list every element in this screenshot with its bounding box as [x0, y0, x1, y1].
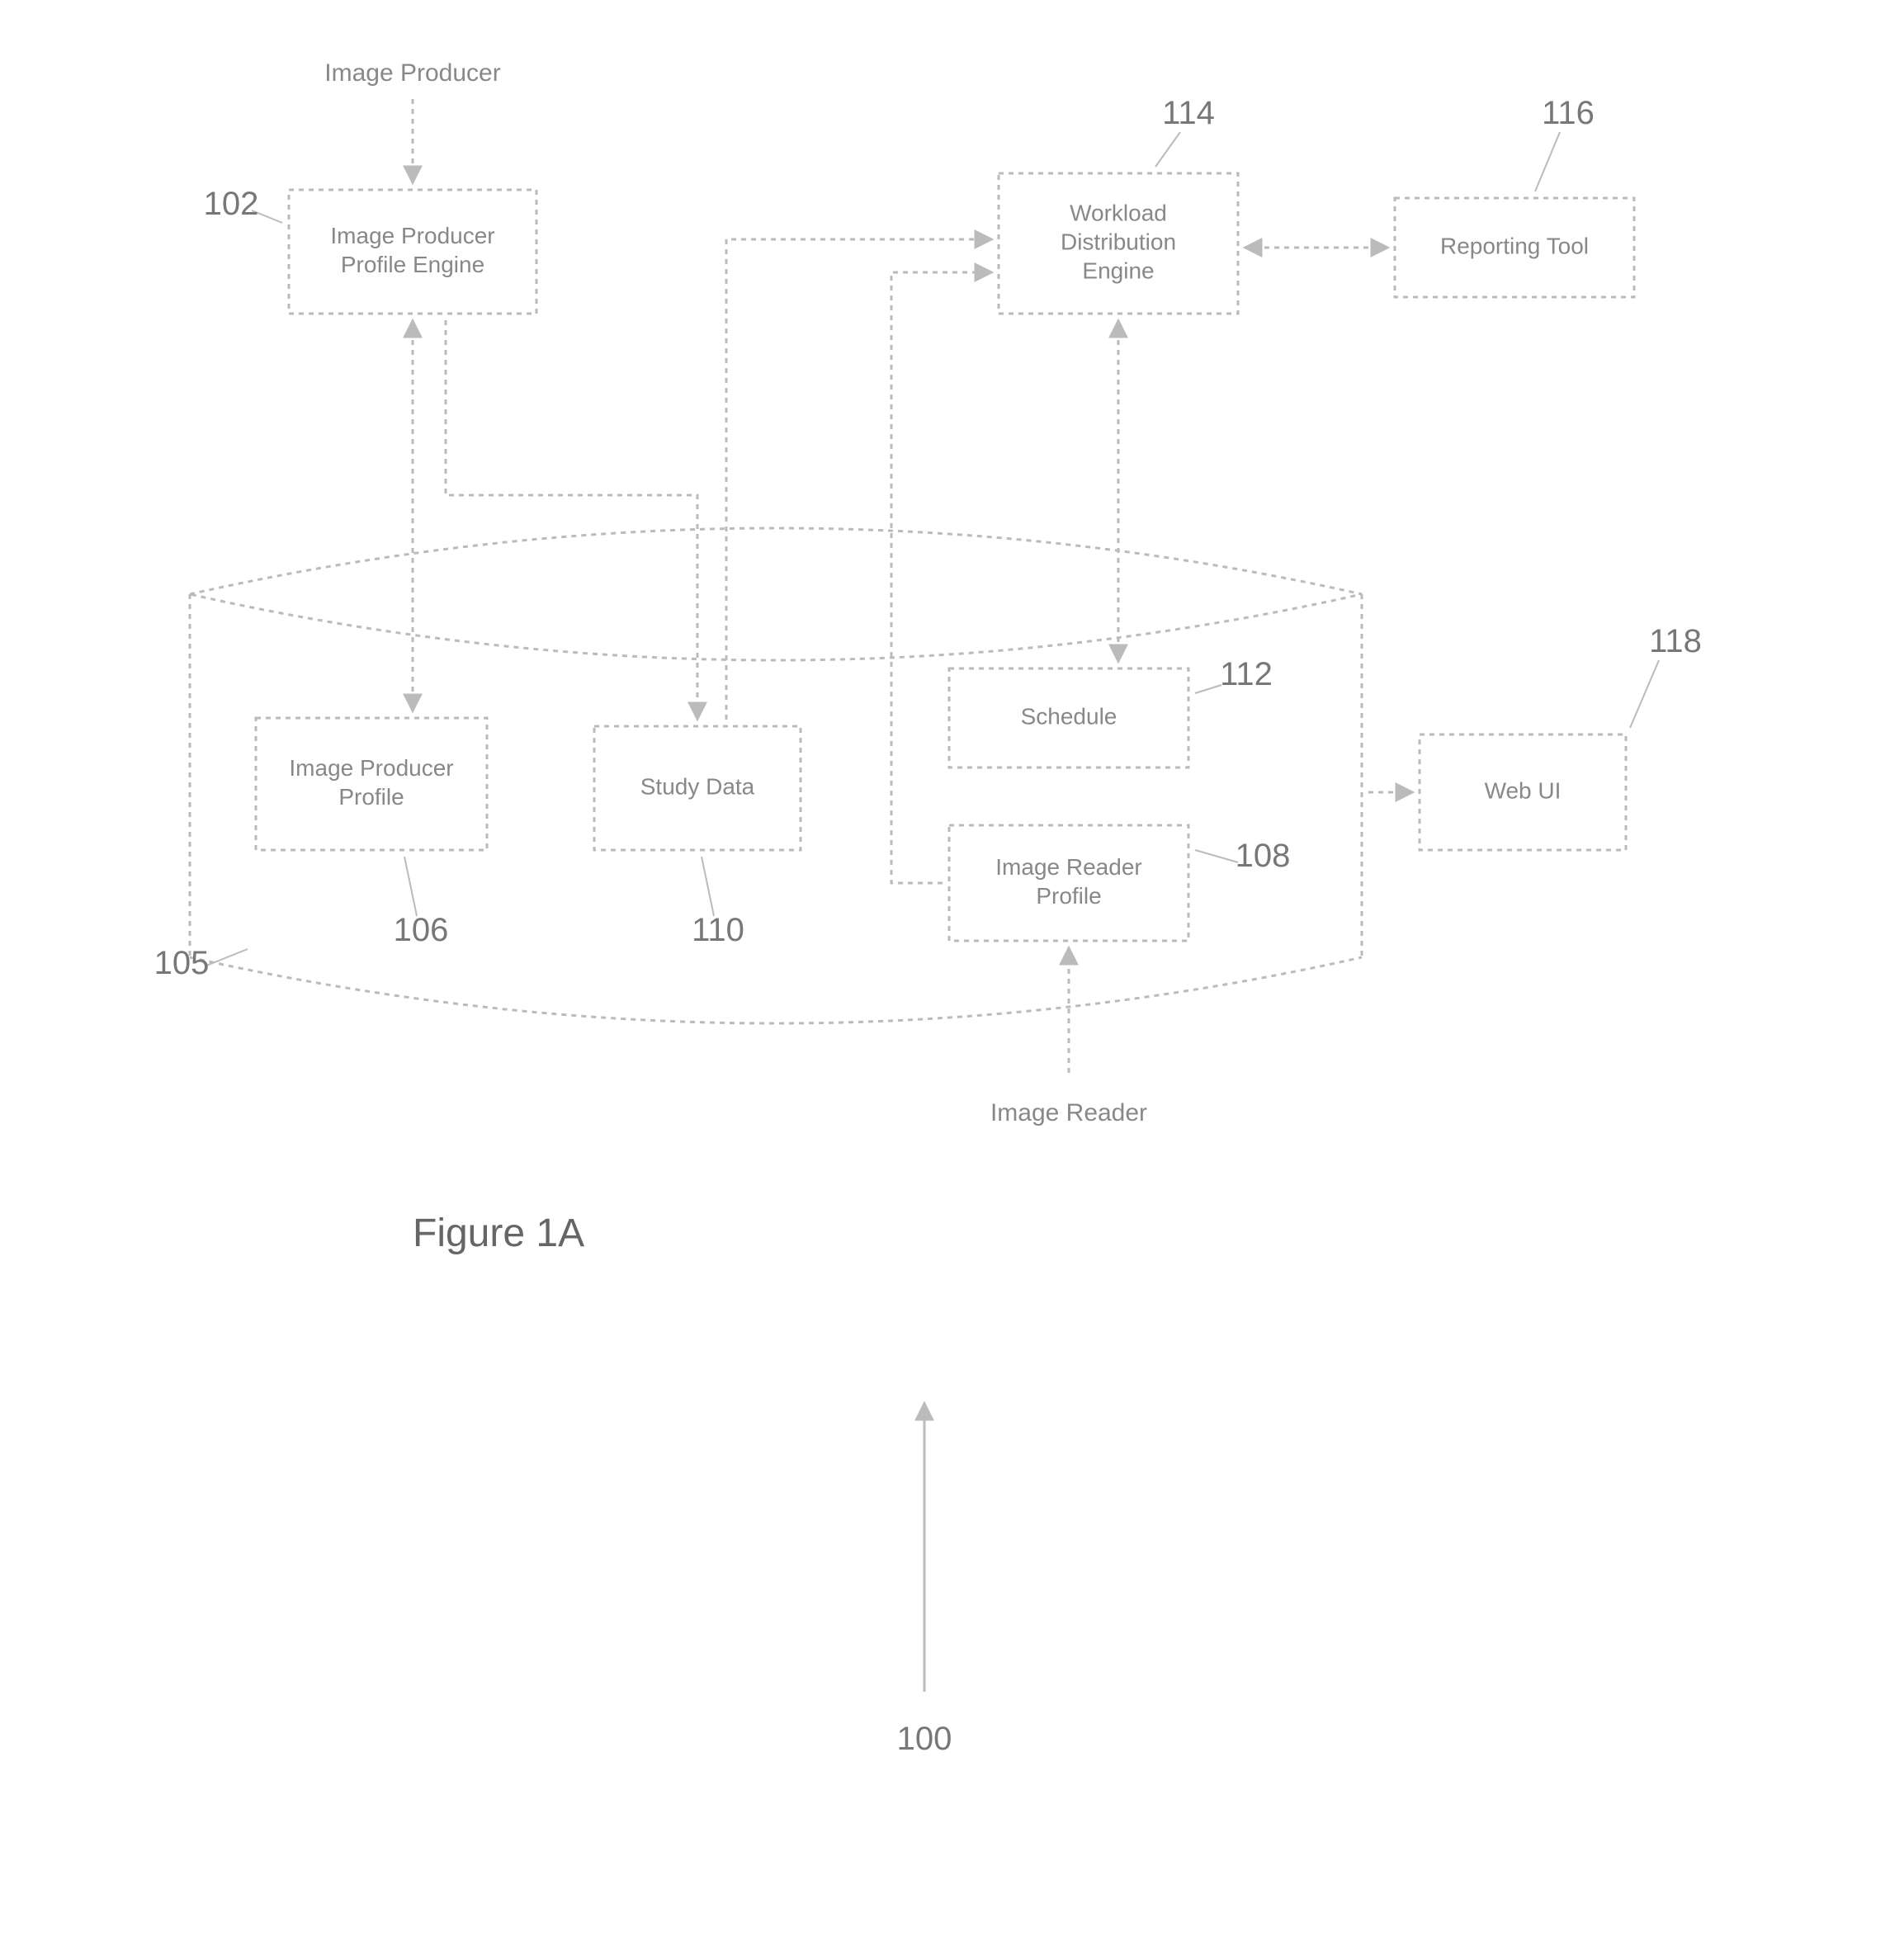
- node-n118: Web UI: [1420, 734, 1626, 850]
- ref-100: 100: [897, 1721, 952, 1757]
- ref-106: 106: [394, 912, 449, 948]
- edges: [206, 99, 1659, 1692]
- ref-116: 116: [1542, 95, 1595, 131]
- node-label: Engine: [1082, 257, 1154, 283]
- node-label: Schedule: [1021, 703, 1117, 729]
- ref-118: 118: [1649, 623, 1702, 659]
- node-label: Reporting Tool: [1440, 233, 1589, 258]
- node-n106: Image Producer Profile: [256, 718, 487, 850]
- node-n112: Schedule: [949, 668, 1188, 767]
- node-n116: Reporting Tool: [1395, 198, 1634, 297]
- node-label: Study Data: [640, 773, 755, 799]
- node-n114: Workload Distribution Engine: [999, 173, 1238, 314]
- ref-102: 102: [204, 186, 259, 222]
- ref-114: 114: [1162, 95, 1215, 131]
- node-label: Workload: [1070, 200, 1167, 225]
- label-image-reader: Image Reader: [990, 1099, 1147, 1126]
- node-n108: Image Reader Profile: [949, 825, 1188, 941]
- node-n102: Image Producer Profile Engine: [289, 190, 536, 314]
- label-image-producer: Image Producer: [324, 59, 500, 87]
- node-label: Profile: [1036, 883, 1101, 909]
- node-label: Image Reader: [995, 854, 1141, 880]
- ref-110: 110: [692, 912, 744, 948]
- ref-108: 108: [1236, 838, 1291, 874]
- node-n110: Study Data: [594, 726, 801, 850]
- node-label: Distribution: [1061, 229, 1176, 254]
- ref-112: 112: [1220, 656, 1273, 692]
- node-label: Profile: [338, 784, 404, 810]
- ref-105: 105: [154, 945, 210, 981]
- node-label: Web UI: [1485, 777, 1562, 803]
- node-label: Image Producer: [289, 755, 453, 781]
- node-label: Image Producer: [330, 223, 494, 248]
- node-label: Profile Engine: [341, 252, 484, 277]
- figure-caption: Figure 1A: [413, 1211, 584, 1255]
